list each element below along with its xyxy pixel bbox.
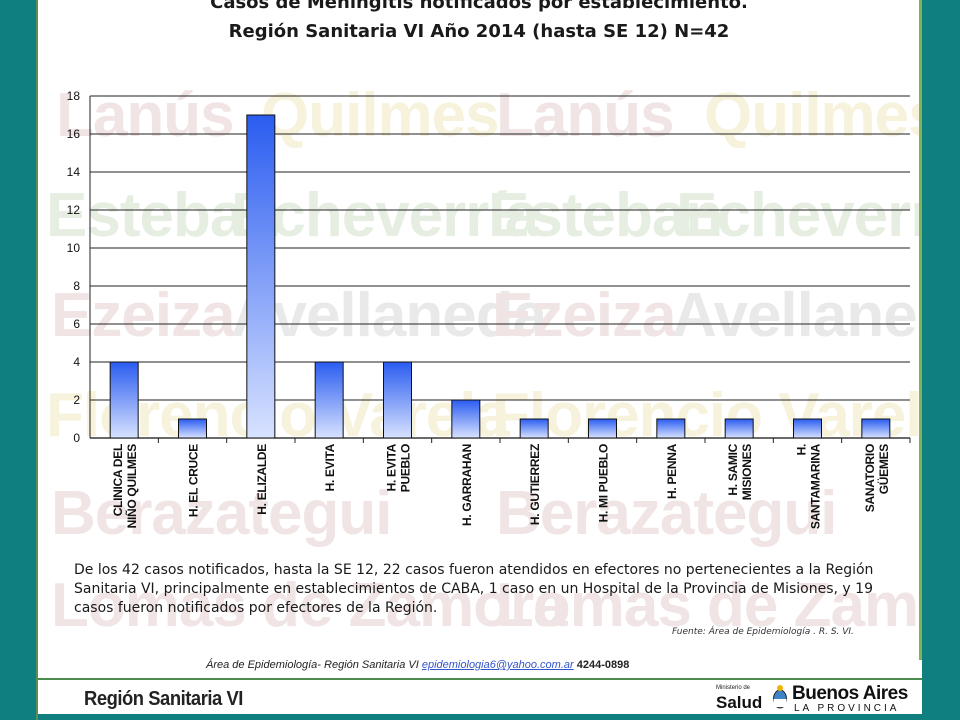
bars xyxy=(109,114,891,439)
x-category-label: H. GARRAHAN xyxy=(460,444,474,526)
x-category-label: H. PENNA xyxy=(665,443,679,499)
bar xyxy=(383,361,412,439)
x-category-label: SANTAMARINA xyxy=(809,443,823,529)
y-tick-label: 4 xyxy=(73,355,80,369)
x-category-label: H. EVITA xyxy=(323,443,337,491)
province-name: Buenos Aires xyxy=(792,683,908,704)
footer-contact: Área de Epidemiología- Región Sanitaria … xyxy=(206,659,629,671)
coat-of-arms-icon xyxy=(773,685,787,709)
x-category-label: H. xyxy=(795,444,809,455)
x-category-label: GÜEMES xyxy=(876,444,891,495)
bar xyxy=(178,418,207,439)
y-tick-label: 16 xyxy=(67,127,81,141)
bar xyxy=(793,418,822,439)
x-category-label: H. GUTIERREZ xyxy=(528,444,542,525)
y-tick-label: 12 xyxy=(67,203,81,217)
x-category-label: MISIONES xyxy=(740,444,754,501)
chart-title-line2: Región Sanitaria VI Año 2014 (hasta SE 1… xyxy=(228,21,730,42)
x-category-label: H. MI PUEBLO xyxy=(597,444,611,522)
salud-label: Salud xyxy=(716,693,763,712)
x-category-label: CLINICA DEL xyxy=(111,444,125,516)
ministry-label: Ministerio de xyxy=(716,685,751,691)
chart-title-line1: Casos de Meningitis notificados por esta… xyxy=(210,0,748,13)
bar-chart: 0 2 4 6 8 10 12 14 16 18 CLINICA DEL NIÑO QUILMES H… xyxy=(67,89,911,529)
y-tick-label: 6 xyxy=(73,317,80,331)
y-tick-label: 8 xyxy=(73,279,80,293)
left-border xyxy=(36,0,38,720)
source-credit: Fuente: Área de Epidemiología . R. S. VI… xyxy=(672,627,854,637)
x-category-label: SANATORIO xyxy=(863,444,877,512)
y-tick-label: 10 xyxy=(67,241,81,255)
bar xyxy=(861,418,891,439)
right-border xyxy=(919,0,922,660)
footer-divider xyxy=(36,678,922,680)
bar xyxy=(656,418,686,439)
x-category-label: H. ELIZALDE xyxy=(255,444,269,515)
gridlines xyxy=(89,95,910,439)
x-category-label: PUEBLO xyxy=(399,444,413,492)
y-tick-label: 18 xyxy=(67,89,81,103)
x-category-label: H. EL CRUCE xyxy=(187,444,201,517)
bar xyxy=(519,418,549,439)
x-category-label: H. SAMIC xyxy=(726,443,740,495)
summary-note: De los 42 casos notificados, hasta la SE… xyxy=(74,562,874,616)
bar xyxy=(109,361,139,439)
footer-label: Área de Epidemiología- Región Sanitaria … xyxy=(206,659,422,671)
bar xyxy=(588,418,617,439)
footer-phone: 4244-0898 xyxy=(576,659,630,671)
bar xyxy=(246,114,276,439)
province-subtitle: LA PROVINCIA xyxy=(794,703,900,714)
y-axis-ticks: 0 2 4 6 8 10 12 14 16 18 xyxy=(67,89,81,445)
y-tick-label: 2 xyxy=(73,393,80,407)
y-tick-label: 0 xyxy=(73,431,80,445)
province-logo: Ministerio de Salud Buenos Aires LA PROV… xyxy=(716,682,916,716)
bar xyxy=(314,361,344,439)
bottom-band xyxy=(36,714,922,720)
slide: Lanús Quilmes Lanús Quilmes Esteban Eche… xyxy=(36,0,922,720)
bar xyxy=(724,418,754,439)
email-link[interactable]: epidemiologia6@yahoo.com.ar xyxy=(421,659,574,671)
x-axis-labels: CLINICA DEL NIÑO QUILMES H. EL CRUCE H. ELI… xyxy=(111,438,911,529)
x-category-label: H. EVITA xyxy=(385,443,399,491)
x-category-label: NIÑO QUILMES xyxy=(124,444,139,529)
bar xyxy=(451,399,481,439)
region-logo-text: Región Sanitaria VI xyxy=(84,688,243,710)
y-tick-label: 14 xyxy=(67,165,81,179)
